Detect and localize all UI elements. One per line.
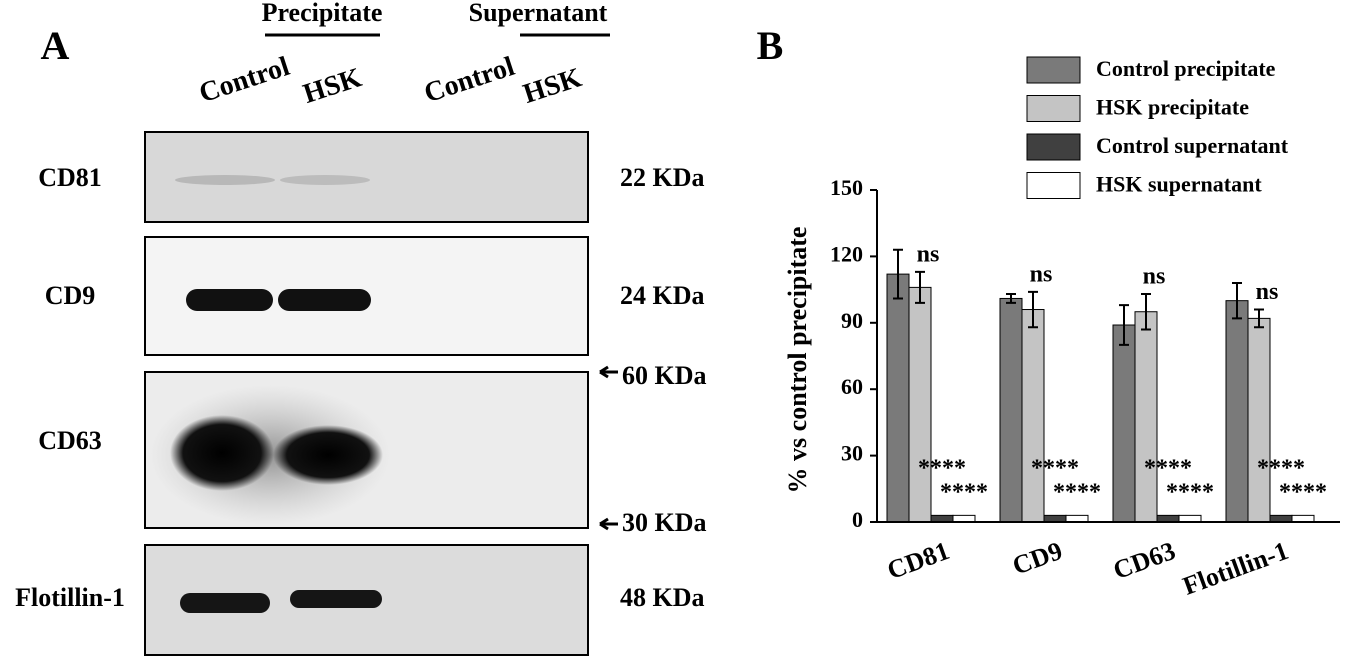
lane-label: HSK (519, 62, 585, 110)
annotation: ns (1143, 264, 1166, 290)
y-tick-label: 90 (841, 308, 863, 333)
y-tick-label: 30 (841, 441, 863, 466)
legend-label: HSK precipitate (1096, 95, 1249, 120)
bar (1247, 317, 1271, 523)
bar (1134, 311, 1158, 523)
legend-swatch (1026, 133, 1081, 161)
legend-label: Control supernatant (1096, 133, 1289, 158)
bar (908, 286, 932, 523)
error-bar (1232, 281, 1242, 320)
y-axis-label: % vs control precipitate (783, 227, 812, 494)
y-tick-label: 60 (841, 374, 863, 399)
y-tick-label: 150 (830, 175, 863, 200)
error-bar (1006, 293, 1016, 304)
bar (1112, 324, 1136, 523)
annotation: **** (1053, 480, 1101, 506)
annotation: ns (1030, 261, 1053, 287)
protein-label: CD63 (38, 426, 102, 455)
band (280, 175, 370, 185)
annotation: **** (1144, 456, 1192, 482)
lane-label: HSK (299, 62, 365, 110)
legend-label: HSK supernatant (1096, 172, 1262, 197)
size-label: 22 KDa (620, 163, 705, 192)
band (170, 415, 274, 491)
y-tick-label: 120 (830, 241, 863, 266)
error-bar (893, 248, 903, 300)
arrow (599, 365, 618, 379)
error-bar (1119, 304, 1129, 346)
legend-label: Control precipitate (1096, 56, 1276, 81)
bar (999, 297, 1023, 523)
band (180, 593, 270, 613)
x-tick-label: CD81 (883, 536, 953, 585)
legend-swatch (1026, 172, 1081, 199)
band (278, 289, 371, 311)
error-bar (1141, 293, 1151, 331)
annotation: **** (940, 480, 988, 506)
annotation: ns (917, 241, 940, 267)
band (175, 175, 275, 185)
group-label: Precipitate (262, 0, 383, 27)
annotation: **** (1279, 480, 1327, 506)
annotation: ns (1256, 279, 1279, 305)
x-tick-label: CD63 (1109, 536, 1179, 585)
group-label: Supernatant (469, 0, 608, 27)
panel-label: A (41, 23, 70, 68)
error-bar (915, 270, 925, 304)
bar (886, 273, 910, 523)
y-tick-label: 0 (852, 507, 863, 532)
panel-label: B (757, 23, 784, 68)
band (273, 425, 383, 485)
arrow (599, 517, 618, 531)
annotation: **** (918, 456, 966, 482)
lane-label: Control (420, 51, 518, 109)
lane-label: Control (195, 51, 293, 109)
annotation: **** (1257, 456, 1305, 482)
legend-swatch (1026, 95, 1081, 122)
error-bar (1028, 290, 1038, 329)
protein-label: CD9 (45, 281, 96, 310)
band (186, 289, 273, 311)
band (290, 590, 382, 608)
x-tick-label: Flotillin-1 (1179, 536, 1292, 601)
size-label: 60 KDa (622, 361, 707, 390)
legend-swatch (1026, 56, 1081, 84)
size-label: 48 KDa (620, 583, 705, 612)
annotation: **** (1031, 456, 1079, 482)
size-label: 24 KDa (620, 281, 705, 310)
bar (1225, 300, 1249, 523)
bar-chart: 0306090120150ns********CD81ns********CD9… (830, 56, 1340, 601)
bar (1021, 309, 1045, 523)
protein-label: CD81 (38, 163, 102, 192)
protein-label: Flotillin-1 (15, 583, 125, 612)
size-label: 30 KDa (622, 508, 707, 537)
annotation: **** (1166, 480, 1214, 506)
x-tick-label: CD9 (1009, 536, 1066, 581)
error-bar (1254, 308, 1264, 329)
